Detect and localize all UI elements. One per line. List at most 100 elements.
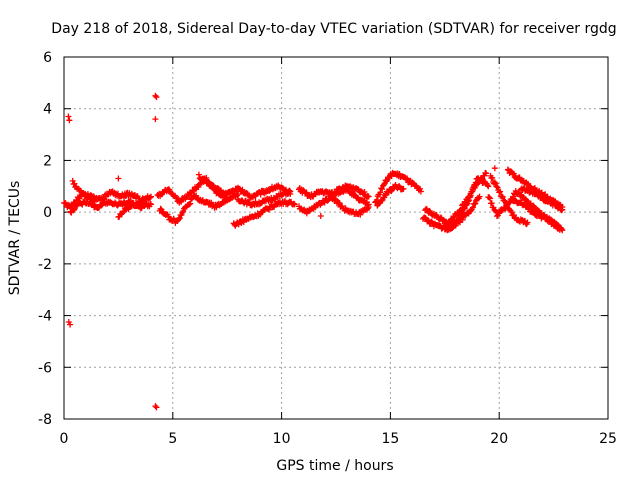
axis-ticks: 0 5 10 15 20 25 -8 -6 -4 -2 0 2 4 6 [38,50,617,447]
data-point [71,180,78,187]
data-point [425,217,432,224]
x-tick-label: 0 [60,431,69,447]
outlier-point [67,321,74,328]
data-point [497,188,504,195]
data-point [526,204,533,211]
data-point [510,170,517,177]
data-point [400,185,407,192]
outlier-point [152,116,159,123]
data-point [493,183,500,190]
data-point [472,200,479,207]
data-point [361,189,368,195]
data-point [458,206,465,213]
data-point [462,200,469,206]
data-point [559,206,566,213]
data-point [373,196,380,203]
data-point [187,200,194,207]
outlier-point [152,403,159,410]
data-point [286,187,293,194]
y-tick-label: 2 [43,153,52,169]
data-point [332,195,339,202]
chart-title: Day 218 of 2018, Sidereal Day-to-day VTE… [51,21,616,37]
outlier-point [66,117,73,124]
data-point [488,200,495,207]
data-point [176,215,183,222]
data-point [469,204,476,211]
data-point [496,189,503,196]
data-point [483,170,490,177]
data-point [557,224,564,231]
y-axis-label: SDTVAR / TECUs [7,181,23,296]
data-points [61,92,566,411]
outlier-point [115,175,122,182]
data-point [147,194,154,201]
outlier-point [491,165,498,172]
data-point [91,198,98,205]
grid-lines [64,57,608,419]
data-point [501,197,508,204]
data-point [231,188,238,195]
outlier-point [152,92,159,99]
x-tick-label: 5 [168,431,177,447]
data-point [291,201,298,208]
y-tick-label: -8 [38,412,52,428]
data-point [257,191,264,198]
data-point [290,200,297,207]
outlier-point [153,404,160,411]
data-point [246,199,253,206]
data-point [148,201,154,208]
x-tick-label: 25 [599,431,617,447]
data-point [485,183,492,190]
data-point [524,219,531,226]
data-point [404,175,411,182]
data-point [471,201,478,208]
data-point [492,207,499,214]
data-point [489,174,496,181]
data-point [287,188,294,195]
data-point [531,208,538,215]
data-point [499,193,506,200]
x-axis-label: GPS time / hours [276,458,393,474]
data-point [333,190,339,197]
outlier-point [153,94,160,101]
data-point [195,171,202,178]
data-point [396,183,403,189]
data-point [379,186,386,193]
data-point [465,193,472,200]
data-point [70,207,77,214]
data-point [388,188,395,195]
data-point [365,193,372,200]
data-point [476,193,483,200]
y-tick-label: 6 [43,50,52,66]
data-point [148,193,154,200]
y-tick-label: -2 [38,257,52,273]
data-point [71,205,78,212]
y-tick-label: 4 [43,102,52,118]
data-point [377,189,384,196]
data-point [479,176,486,183]
data-point [157,205,164,212]
x-tick-label: 15 [381,431,399,447]
data-point [502,205,509,212]
x-tick-label: 10 [273,431,291,447]
x-tick-label: 20 [490,431,508,447]
data-point [459,216,466,223]
data-point [364,205,371,212]
y-tick-label: -6 [38,360,52,376]
data-point [461,205,468,212]
data-point [141,198,148,205]
outlier-point [65,113,72,120]
data-point [178,198,185,205]
outlier-point [317,213,324,219]
data-point [417,188,424,195]
data-point [365,204,372,210]
data-point [484,182,491,189]
data-point [525,205,532,212]
data-point [378,197,385,204]
data-point [486,194,493,201]
data-point [492,180,499,187]
data-point [487,195,494,202]
y-tick-label: -4 [38,309,52,325]
y-tick-label: 0 [43,205,52,221]
